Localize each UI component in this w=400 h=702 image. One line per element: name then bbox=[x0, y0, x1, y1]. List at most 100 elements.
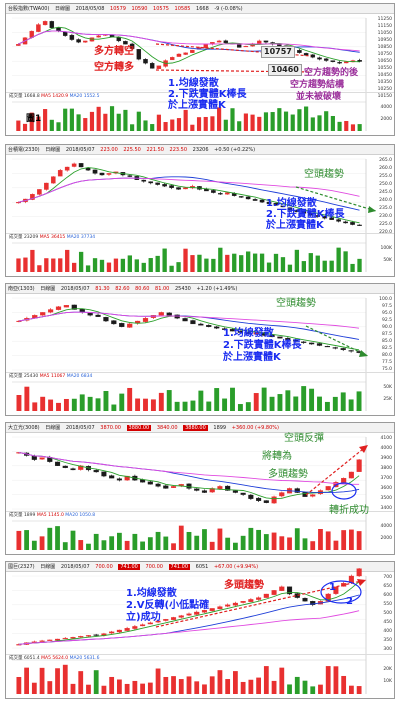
ma20-label: MA20 bbox=[66, 235, 80, 240]
volume-bar bbox=[16, 258, 21, 272]
volume-bar bbox=[263, 112, 269, 131]
volume-bar bbox=[217, 528, 223, 550]
ma5-line bbox=[18, 308, 360, 351]
candle-body bbox=[266, 201, 272, 204]
volume-label: 成交量 bbox=[9, 235, 23, 240]
candle-body bbox=[294, 210, 300, 212]
y-tick: 11150 bbox=[377, 24, 392, 29]
y-tick: 3800 bbox=[380, 466, 392, 471]
candle-body bbox=[277, 336, 283, 339]
y-tick: 100.0 bbox=[379, 297, 392, 302]
annotation-bear-to-bull: 空方轉多 bbox=[94, 62, 134, 73]
volume-bar bbox=[256, 677, 261, 694]
volume-bar bbox=[120, 258, 126, 272]
candle-body bbox=[148, 181, 154, 184]
candle-body bbox=[330, 60, 336, 63]
volume-bar bbox=[117, 679, 122, 694]
volume-bar bbox=[55, 668, 60, 694]
symbol-name: 大立光(3008) bbox=[8, 425, 40, 431]
volume-header: 成交量 6051.4 MA5 5624.0 MA20 5631.6 bbox=[6, 654, 394, 662]
volume-bar bbox=[24, 386, 30, 411]
volume-bar bbox=[253, 393, 259, 411]
vol-tick: 4000 bbox=[380, 105, 392, 110]
volume-bar bbox=[239, 255, 244, 272]
volume-bar bbox=[337, 121, 342, 131]
volume-bar bbox=[217, 670, 223, 694]
annotation-purple-1: 空方趨勢的後 bbox=[304, 68, 359, 78]
candle-body bbox=[198, 323, 204, 326]
candle-body bbox=[223, 40, 229, 44]
candle-body bbox=[47, 639, 53, 641]
y-tick: 450 bbox=[383, 620, 392, 625]
volume-bar bbox=[259, 253, 265, 272]
ma5-label: MA5 bbox=[39, 374, 50, 379]
ma5-value: 11067 bbox=[50, 374, 66, 379]
ma20-value: 1050.8 bbox=[79, 513, 96, 518]
volume-bar bbox=[127, 255, 132, 272]
candle-body bbox=[92, 169, 98, 174]
candle-body bbox=[170, 486, 177, 488]
volume-bar bbox=[324, 401, 330, 411]
candle-body bbox=[303, 53, 309, 56]
volume-bar bbox=[202, 684, 207, 694]
volume-bar bbox=[263, 666, 269, 694]
y-tick: 255.0 bbox=[379, 174, 392, 179]
candle-body bbox=[211, 190, 216, 193]
volume-bar bbox=[70, 530, 76, 550]
volume-bar bbox=[222, 398, 228, 411]
volume-header: 成交量 1668.8 MA5 1420.9 MA20 1552.5 bbox=[6, 92, 394, 100]
volume-bar bbox=[317, 115, 322, 131]
candle-body bbox=[42, 21, 48, 26]
candle-body bbox=[163, 485, 169, 489]
candle-body bbox=[316, 343, 323, 346]
y-tick: 80.0 bbox=[381, 353, 392, 358]
candle-body bbox=[310, 54, 316, 58]
volume-bar bbox=[301, 261, 306, 272]
volume-bar bbox=[62, 664, 68, 694]
volume-bar bbox=[333, 540, 339, 550]
candle-body bbox=[263, 500, 269, 503]
volume-bar bbox=[119, 393, 125, 411]
volume-value: 1668 bbox=[196, 6, 209, 12]
volume-bar bbox=[65, 249, 70, 272]
volume-bar bbox=[263, 534, 269, 550]
volume-bar bbox=[279, 667, 285, 694]
uptrend-arrowhead bbox=[357, 579, 366, 586]
candle-body bbox=[16, 320, 22, 322]
candle-body bbox=[119, 323, 125, 327]
candle-body bbox=[325, 486, 331, 491]
volume-bar bbox=[178, 679, 184, 694]
volume-bar bbox=[16, 120, 21, 131]
volume-bar bbox=[72, 262, 77, 272]
volume-bar bbox=[109, 106, 115, 131]
candle-body bbox=[356, 459, 362, 472]
candle-body bbox=[169, 185, 174, 188]
high-value: 741.00 bbox=[118, 564, 140, 570]
candle-body bbox=[240, 492, 246, 495]
volume-bar bbox=[22, 123, 28, 131]
volume-bar bbox=[310, 117, 315, 131]
volume-bar bbox=[86, 684, 91, 694]
annotation-line-1: 1.均線發散 bbox=[168, 78, 219, 89]
candle-body bbox=[201, 610, 208, 613]
annotation-line-1: 1.均線發散 bbox=[126, 588, 177, 599]
volume-bar bbox=[40, 396, 46, 411]
y-tick: 600 bbox=[383, 593, 392, 598]
y-tick: 235.0 bbox=[379, 206, 392, 211]
annotation-bear-trend: 空頭趨勢 bbox=[276, 298, 316, 309]
symbol-name: 台積電(2330) bbox=[8, 147, 40, 153]
candle-body bbox=[356, 568, 362, 577]
open-value: 223.00 bbox=[100, 147, 118, 153]
volume-bar bbox=[183, 248, 188, 272]
candle-body bbox=[62, 637, 68, 640]
volume-bar bbox=[182, 401, 188, 411]
vol-tick: 2000 bbox=[380, 117, 392, 122]
candle-body bbox=[232, 490, 238, 493]
candle-body bbox=[54, 638, 61, 641]
volume-bar bbox=[24, 530, 29, 550]
mark-1: 1 bbox=[329, 582, 336, 593]
candle-body bbox=[273, 203, 279, 206]
candle-body bbox=[124, 628, 130, 631]
candle-body bbox=[176, 187, 181, 190]
downtrend-arrow bbox=[305, 325, 369, 357]
